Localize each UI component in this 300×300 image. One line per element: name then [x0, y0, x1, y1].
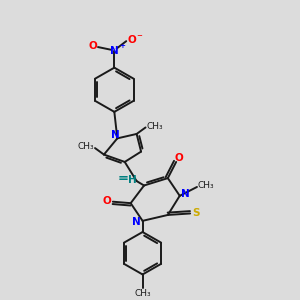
- Text: N: N: [181, 189, 190, 199]
- Text: O: O: [128, 35, 136, 45]
- Text: O: O: [103, 196, 111, 206]
- Text: CH₃: CH₃: [146, 122, 163, 131]
- Text: CH₃: CH₃: [78, 142, 94, 152]
- Text: N: N: [111, 130, 119, 140]
- Text: CH₃: CH₃: [198, 181, 214, 190]
- Text: H: H: [128, 175, 136, 184]
- Text: =: =: [118, 172, 129, 185]
- Text: CH₃: CH₃: [134, 289, 151, 298]
- Text: S: S: [192, 208, 200, 218]
- Text: N: N: [110, 46, 119, 56]
- Text: O: O: [175, 152, 184, 163]
- Text: N: N: [132, 217, 141, 227]
- Text: +: +: [119, 43, 125, 49]
- Text: O: O: [88, 40, 97, 51]
- Text: −: −: [136, 33, 142, 39]
